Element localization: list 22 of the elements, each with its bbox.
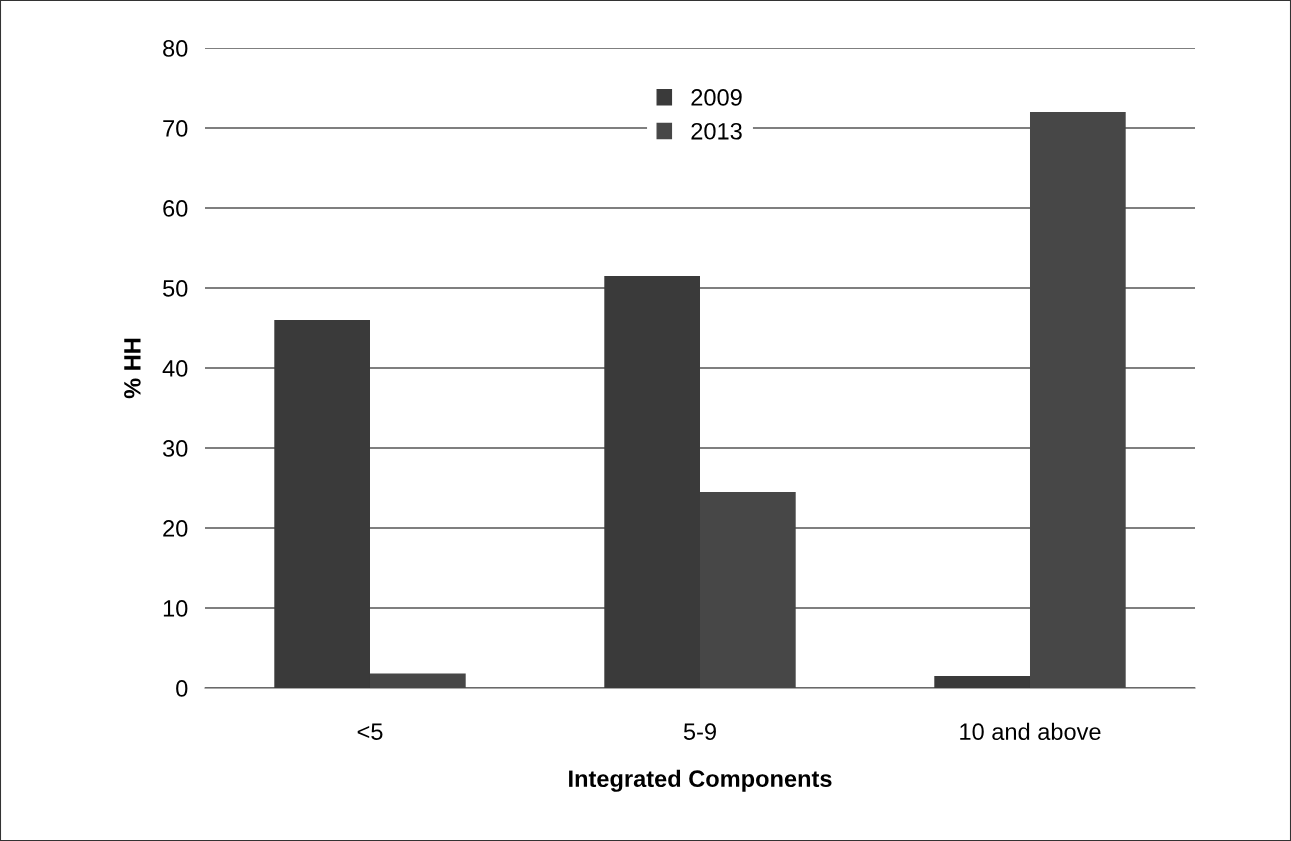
y-tick-label: 10 (163, 600, 188, 617)
y-tick-label: 50 (163, 280, 188, 297)
y-tick-label: 30 (162, 440, 188, 457)
bar (604, 276, 700, 688)
bar (700, 492, 796, 688)
x-tick-label: 5-9 (683, 723, 716, 741)
y-tick-label: 80 (163, 40, 188, 57)
y-tick-label: 0 (176, 680, 188, 697)
y-tick-label: 70 (163, 120, 188, 137)
y-tick-label: 60 (163, 200, 188, 217)
legend-label: 2013 (691, 122, 742, 140)
y-tick-label: 20 (163, 520, 188, 537)
x-tick-label: <5 (357, 723, 383, 741)
y-tick-label: 40 (162, 360, 188, 377)
legend-label: 2009 (691, 89, 742, 106)
bar (274, 320, 370, 688)
bar (1030, 112, 1126, 688)
x-axis-title: Integrated Components (569, 769, 832, 792)
y-axis-title: % HH (124, 338, 141, 399)
x-tick-label: 10 and above (960, 722, 1101, 741)
bar (370, 673, 466, 688)
bar (934, 676, 1030, 688)
